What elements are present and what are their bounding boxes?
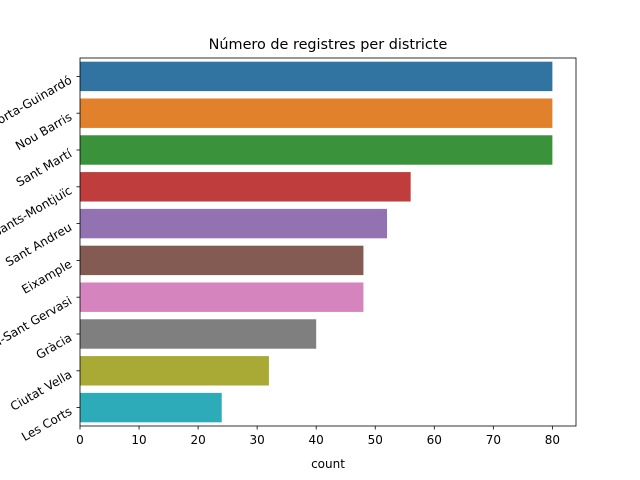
y-tick-label: Nou Barris (13, 110, 74, 153)
bar-9 (80, 392, 222, 423)
bar-6 (80, 282, 364, 312)
x-tick-label: 0 (76, 433, 84, 447)
x-tick-label: 80 (545, 433, 560, 447)
bar-8 (80, 356, 269, 386)
y-tick-label: Eixample (19, 257, 74, 297)
bar-7 (80, 319, 317, 349)
bar-1 (80, 98, 553, 128)
bar-5 (80, 245, 364, 276)
x-tick-label: 50 (368, 433, 383, 447)
y-tick-label: Sant Martí (14, 146, 75, 189)
bars-group (80, 61, 553, 423)
bar-2 (80, 135, 553, 165)
bar-3 (80, 172, 411, 202)
plot-frame (79, 57, 577, 427)
x-axis-ticks: 0 10 20 30 40 50 60 70 80 (76, 426, 560, 447)
x-tick-label: 20 (190, 433, 205, 447)
y-tick-label: Gràcia (34, 331, 75, 363)
bar-0 (80, 61, 553, 92)
x-tick-label: 40 (309, 433, 324, 447)
x-axis-label: count (311, 457, 345, 471)
chart-title: Número de registres per districte (209, 37, 448, 53)
x-tick-label: 60 (427, 433, 442, 447)
x-tick-label: 30 (250, 433, 265, 447)
y-tick-label: Les Corts (19, 404, 74, 444)
x-tick-label: 70 (486, 433, 501, 447)
x-tick-label: 10 (131, 433, 146, 447)
bar-4 (80, 208, 388, 239)
